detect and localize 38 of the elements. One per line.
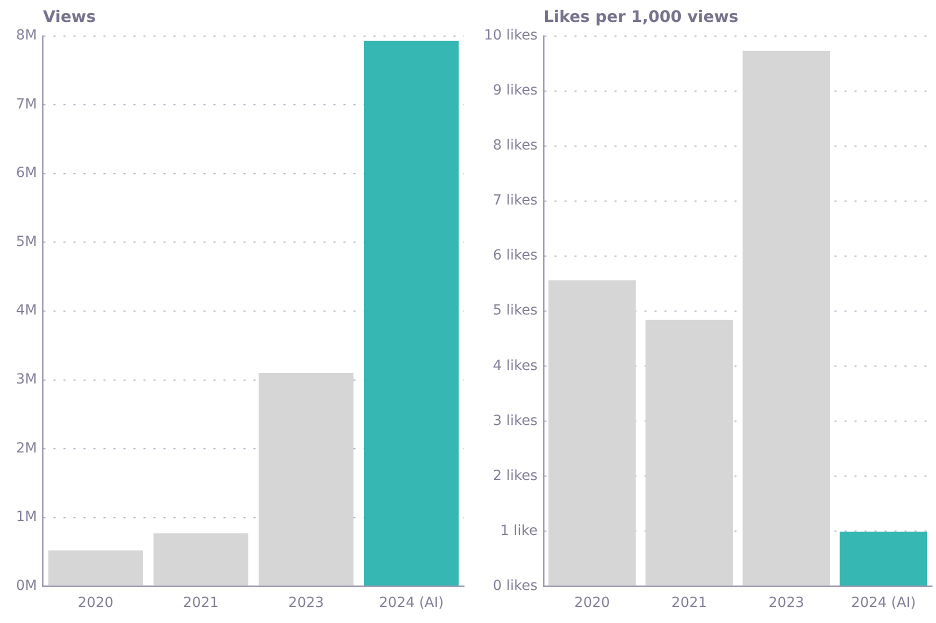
bar (258, 373, 354, 586)
x-tick-label: 2021 (671, 595, 708, 612)
y-tick-label: 6M (16, 165, 37, 182)
y-tick-label: 1M (16, 509, 37, 526)
x-tick-label: 2020 (574, 595, 610, 612)
y-tick-label: 8 likes (492, 138, 538, 154)
y-tick-label: 9 likes (492, 82, 538, 99)
bar (646, 320, 733, 586)
bar (742, 50, 830, 586)
bar (48, 550, 143, 586)
y-tick-label: 7 likes (492, 192, 538, 209)
y-tick-label: 8M (16, 28, 37, 44)
y-tick-label: 2M (16, 440, 37, 456)
y-tick-label: 2 likes (492, 468, 538, 484)
x-tick-label: 2020 (78, 595, 114, 612)
chart-title: Views (42, 7, 96, 26)
y-tick-label: 4 likes (492, 358, 538, 374)
y-tick-label: 4M (16, 302, 37, 319)
y-tick-label: 1 like (500, 522, 538, 539)
y-tick-label: 7M (16, 96, 37, 112)
y-tick-label: 0M (16, 578, 37, 594)
bar (548, 280, 636, 586)
x-tick-label: 2024 (AI) (851, 595, 916, 612)
y-tick-label: 0 likes (492, 578, 538, 594)
y-tick-label: 6 likes (492, 248, 538, 264)
y-tick-label: 10 likes (484, 28, 538, 44)
bar (154, 533, 248, 586)
x-tick-label: 2021 (183, 595, 219, 612)
x-tick-label: 2024 (AI) (379, 595, 444, 612)
bar (364, 40, 459, 586)
y-tick-label: 5M (16, 234, 37, 250)
x-tick-label: 2023 (288, 595, 324, 612)
y-tick-label: 5 likes (492, 302, 538, 319)
chart-title: Likes per 1,000 views (544, 7, 738, 26)
y-tick-label: 3M (16, 372, 37, 388)
bar (840, 532, 928, 586)
y-tick-label: 3 likes (492, 412, 538, 429)
x-tick-label: 2023 (768, 595, 804, 612)
